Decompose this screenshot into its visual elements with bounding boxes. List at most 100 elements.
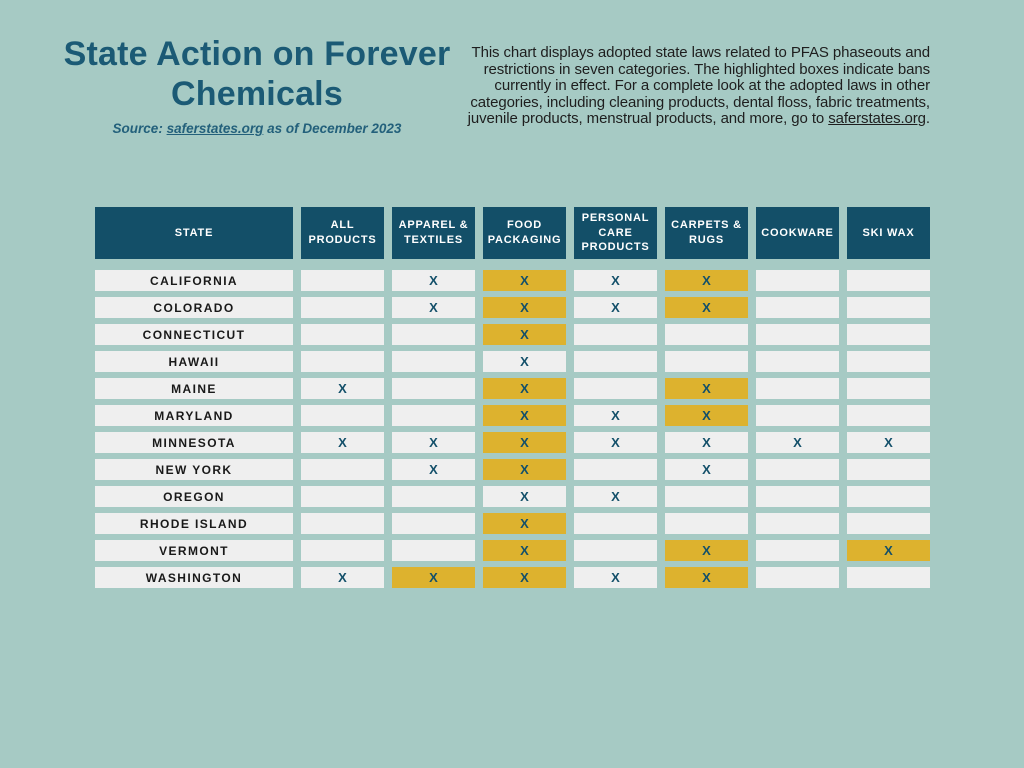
empty-cell (392, 540, 475, 561)
column-header-personal-care-products: PERSONAL CARE PRODUCTS (574, 207, 657, 259)
description-text: This chart displays adopted state laws r… (467, 44, 930, 128)
empty-cell (574, 378, 657, 399)
table-row: WASHINGTON X X X X X (95, 567, 930, 588)
description-link[interactable]: saferstates.org (828, 110, 926, 128)
ban-in-effect-cell: X (483, 378, 566, 399)
law-adopted-cell: X (574, 297, 657, 318)
law-adopted-cell: X (665, 432, 748, 453)
empty-cell (392, 351, 475, 372)
table-body: CALIFORNIA X X X X COLORADO X X X X CONNECTICUT X HA… (95, 270, 930, 588)
column-header-apparel-textiles: APPAREL & TEXTILES (392, 207, 475, 259)
column-header-food-packaging: FOOD PACKAGING (483, 207, 566, 259)
law-adopted-cell: X (483, 351, 566, 372)
state-name-cell: HAWAII (95, 351, 293, 372)
state-name-cell: CALIFORNIA (95, 270, 293, 291)
table-row: NEW YORK X X X (95, 459, 930, 480)
ban-in-effect-cell: X (483, 567, 566, 588)
empty-cell (756, 297, 839, 318)
empty-cell (574, 513, 657, 534)
empty-cell (574, 459, 657, 480)
ban-in-effect-cell: X (665, 405, 748, 426)
table-row: CALIFORNIA X X X X (95, 270, 930, 291)
law-adopted-cell: X (301, 378, 384, 399)
source-suffix: as of December 2023 (263, 121, 402, 137)
state-name-cell: CONNECTICUT (95, 324, 293, 345)
empty-cell (847, 351, 930, 372)
description: This chart displays adopted state laws r… (466, 44, 930, 128)
ban-in-effect-cell: X (483, 405, 566, 426)
empty-cell (392, 405, 475, 426)
empty-cell (301, 351, 384, 372)
empty-cell (301, 270, 384, 291)
state-name-cell: OREGON (95, 486, 293, 507)
empty-cell (392, 378, 475, 399)
ban-in-effect-cell: X (665, 567, 748, 588)
table-row: MINNESOTA X X X X X X X (95, 432, 930, 453)
table-row: CONNECTICUT X (95, 324, 930, 345)
empty-cell (756, 351, 839, 372)
empty-cell (847, 324, 930, 345)
empty-cell (392, 324, 475, 345)
ban-in-effect-cell: X (483, 432, 566, 453)
table-row: COLORADO X X X X (95, 297, 930, 318)
ban-in-effect-cell: X (483, 459, 566, 480)
empty-cell (756, 459, 839, 480)
law-adopted-cell: X (574, 486, 657, 507)
ban-in-effect-cell: X (483, 513, 566, 534)
ban-in-effect-cell: X (483, 540, 566, 561)
empty-cell (301, 513, 384, 534)
law-adopted-cell: X (756, 432, 839, 453)
law-adopted-cell: X (574, 567, 657, 588)
table-row: RHODE ISLAND X (95, 513, 930, 534)
ban-in-effect-cell: X (665, 297, 748, 318)
empty-cell (847, 459, 930, 480)
table-row: MAINE X X X (95, 378, 930, 399)
table-row: OREGON X X (95, 486, 930, 507)
empty-cell (756, 540, 839, 561)
table-header-row: STATE ALL PRODUCTS APPAREL & TEXTILES FO… (95, 207, 930, 259)
state-name-cell: WASHINGTON (95, 567, 293, 588)
empty-cell (665, 351, 748, 372)
page-title: State Action on Forever Chemicals (63, 35, 451, 114)
table-row: MARYLAND X X X (95, 405, 930, 426)
empty-cell (756, 567, 839, 588)
empty-cell (665, 513, 748, 534)
source-line: Source: saferstates.org as of December 2… (58, 121, 456, 136)
ban-in-effect-cell: X (392, 567, 475, 588)
empty-cell (847, 513, 930, 534)
table-row: VERMONT X X X (95, 540, 930, 561)
ban-in-effect-cell: X (665, 378, 748, 399)
law-adopted-cell: X (483, 486, 566, 507)
ban-in-effect-cell: X (665, 270, 748, 291)
ban-in-effect-cell: X (483, 297, 566, 318)
column-header-ski-wax: SKI WAX (847, 207, 930, 259)
empty-cell (665, 486, 748, 507)
empty-cell (574, 351, 657, 372)
pfas-state-laws-table: STATE ALL PRODUCTS APPAREL & TEXTILES FO… (95, 207, 930, 588)
state-name-cell: MINNESOTA (95, 432, 293, 453)
empty-cell (301, 405, 384, 426)
column-header-all-products: ALL PRODUCTS (301, 207, 384, 259)
empty-cell (301, 540, 384, 561)
column-header-carpets-rugs: CARPETS & RUGS (665, 207, 748, 259)
source-link[interactable]: saferstates.org (166, 121, 264, 137)
empty-cell (756, 486, 839, 507)
empty-cell (756, 324, 839, 345)
empty-cell (847, 567, 930, 588)
description-end: . (925, 110, 930, 128)
source-prefix: Source: (112, 121, 167, 137)
empty-cell (301, 486, 384, 507)
empty-cell (847, 297, 930, 318)
state-name-cell: COLORADO (95, 297, 293, 318)
empty-cell (847, 270, 930, 291)
empty-cell (847, 405, 930, 426)
law-adopted-cell: X (392, 432, 475, 453)
ban-in-effect-cell: X (483, 270, 566, 291)
law-adopted-cell: X (392, 297, 475, 318)
empty-cell (574, 324, 657, 345)
ban-in-effect-cell: X (847, 540, 930, 561)
column-header-state: STATE (95, 207, 293, 259)
state-name-cell: NEW YORK (95, 459, 293, 480)
empty-cell (301, 297, 384, 318)
table-row: HAWAII X (95, 351, 930, 372)
